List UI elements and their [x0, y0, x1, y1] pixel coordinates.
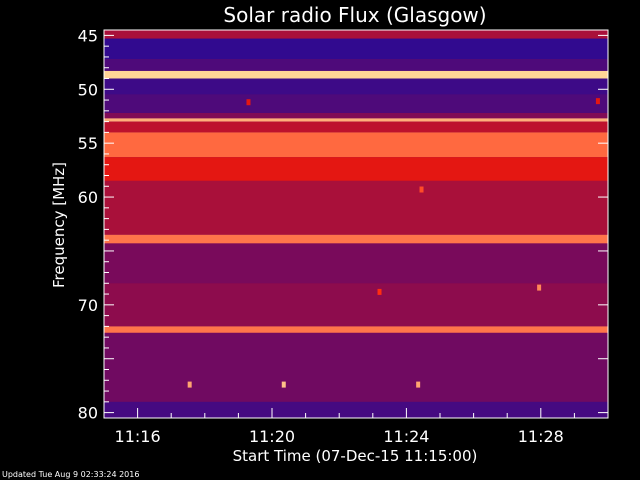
chart-title: Solar radio Flux (Glasgow) [223, 3, 486, 27]
burst-spot [377, 288, 382, 295]
burst-spot [416, 381, 421, 388]
burst-spot [537, 284, 542, 291]
y-tick-label: 60 [78, 188, 98, 207]
burst-spot [419, 186, 424, 193]
y-tick-label: 45 [78, 26, 98, 45]
x-tick-label: 11:20 [249, 427, 295, 446]
y-tick-label: 70 [78, 296, 98, 315]
frequency-band [104, 118, 608, 122]
plot-frame [103, 29, 609, 419]
frequency-band [104, 132, 608, 158]
frequency-band [104, 180, 608, 235]
frequency-band [104, 70, 608, 79]
frequency-band [104, 332, 608, 402]
y-tick-label: 55 [78, 134, 98, 153]
frequency-band [104, 401, 608, 418]
frequency-band [104, 59, 608, 71]
y-tick-label: 80 [78, 404, 98, 423]
frequency-band [104, 112, 608, 119]
burst-spot [595, 98, 600, 105]
y-tick-label: 50 [78, 80, 98, 99]
y-axis: 45 50 55 60 70 80 [78, 26, 608, 423]
frequency-band [104, 38, 608, 60]
x-tick-label: 11:16 [115, 427, 161, 446]
frequency-band [104, 78, 608, 95]
burst-spot [281, 381, 286, 388]
frequency-band [104, 30, 608, 39]
x-axis-label: Start Time (07-Dec-15 11:15:00) [233, 447, 478, 465]
frequency-band [104, 121, 608, 133]
updated-timestamp: Updated Tue Aug 9 02:33:24 2016 [2, 470, 140, 479]
frequency-band [104, 157, 608, 181]
x-axis: 11:16 11:20 11:24 11:28 [103, 29, 609, 446]
burst-spot [187, 381, 192, 388]
frequency-band [104, 326, 608, 333]
frequency-band [104, 283, 608, 327]
y-axis-label: Frequency [MHz] [50, 162, 68, 288]
frequency-band [104, 94, 608, 113]
burst-spot [246, 99, 251, 106]
frequency-band [104, 243, 608, 284]
frequency-band [104, 234, 608, 244]
heatmap-area [104, 30, 608, 418]
x-tick-label: 11:28 [518, 427, 564, 446]
x-tick-label: 11:24 [383, 427, 429, 446]
